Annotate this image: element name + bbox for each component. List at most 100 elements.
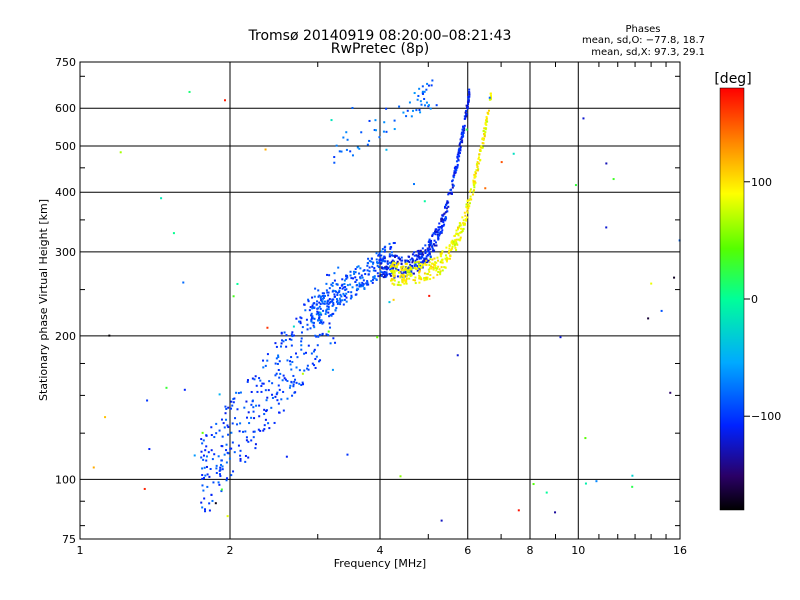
data-point: [227, 426, 230, 429]
data-point: [430, 239, 433, 242]
data-point: [460, 227, 463, 230]
data-point: [246, 380, 249, 383]
data-point: [380, 262, 383, 265]
data-point: [477, 168, 480, 171]
data-point: [379, 257, 382, 260]
data-point: [319, 311, 322, 314]
data-point: [455, 233, 458, 236]
data-point: [278, 388, 281, 391]
data-point: [462, 135, 465, 138]
data-point: [420, 278, 423, 281]
data-point: [201, 467, 204, 470]
data-point: [482, 130, 485, 133]
data-point: [312, 317, 315, 320]
data-point: [345, 131, 348, 134]
data-point: [448, 257, 451, 260]
data-point: [411, 257, 414, 260]
x-tick-label: 1: [77, 544, 84, 557]
data-point: [263, 408, 266, 411]
data-point: [361, 281, 364, 284]
data-point: [440, 266, 443, 269]
data-point: [437, 270, 440, 273]
data-point: [225, 477, 228, 480]
data-point: [256, 390, 259, 393]
data-point: [247, 411, 250, 414]
data-point: [236, 423, 239, 426]
data-point: [329, 314, 332, 317]
data-point: [418, 275, 421, 278]
phase-box-x-stats: mean, sd,X: 97.3, 29.1: [591, 47, 705, 58]
data-point: [385, 107, 388, 110]
data-point: [411, 261, 414, 264]
data-point: [263, 413, 266, 416]
data-point: [268, 380, 271, 383]
data-point: [281, 379, 284, 382]
data-point: [428, 261, 431, 264]
data-point: [457, 153, 460, 156]
data-point: [253, 417, 256, 420]
data-point: [416, 269, 419, 272]
data-point: [319, 307, 322, 310]
data-point: [326, 291, 329, 294]
data-point: [255, 384, 258, 387]
data-point: [448, 191, 451, 194]
data-point: [309, 327, 312, 330]
data-point: [212, 481, 215, 484]
data-point: [394, 265, 397, 268]
data-point: [242, 430, 245, 433]
data-point: [436, 267, 439, 270]
data-point: [349, 270, 352, 273]
data-point: [392, 271, 395, 274]
data-point: [356, 287, 359, 290]
data-point: [473, 186, 476, 189]
data-point: [331, 281, 334, 284]
data-point: [427, 104, 430, 107]
data-point: [420, 255, 423, 258]
data-point: [264, 389, 267, 392]
data-point: [426, 82, 429, 85]
data-point: [208, 475, 211, 478]
data-point: [435, 269, 438, 272]
data-point: [286, 380, 289, 383]
data-point: [397, 281, 400, 284]
data-point: [420, 265, 423, 268]
data-point: [471, 193, 474, 196]
data-point: [284, 378, 287, 381]
data-point: [402, 268, 405, 271]
data-point: [233, 451, 236, 454]
data-point: [448, 249, 451, 252]
data-point: [375, 278, 378, 281]
data-point: [458, 147, 461, 150]
data-point: [424, 249, 427, 252]
data-point: [584, 482, 587, 485]
data-point: [343, 279, 346, 282]
x-tick-label: 10: [571, 544, 585, 557]
data-point: [377, 266, 380, 269]
data-point: [448, 244, 451, 247]
data-point: [398, 271, 401, 274]
data-point: [276, 399, 279, 402]
data-point: [438, 228, 441, 231]
data-point: [342, 303, 345, 306]
data-point: [367, 283, 370, 286]
data-point: [434, 233, 437, 236]
data-point: [408, 101, 411, 104]
data-point: [258, 415, 261, 418]
data-point: [316, 310, 319, 313]
data-point: [423, 97, 426, 100]
data-point: [453, 170, 456, 173]
data-point: [233, 397, 236, 400]
data-point: [326, 302, 329, 305]
data-point: [376, 264, 379, 267]
data-point: [409, 267, 412, 270]
data-point: [386, 267, 389, 270]
x-tick-label: 6: [464, 544, 471, 557]
data-point: [456, 156, 459, 159]
data-point: [345, 292, 348, 295]
data-point: [454, 239, 457, 242]
data-point: [418, 268, 421, 271]
data-point: [311, 315, 314, 318]
data-point: [339, 293, 342, 296]
data-point: [391, 254, 394, 257]
